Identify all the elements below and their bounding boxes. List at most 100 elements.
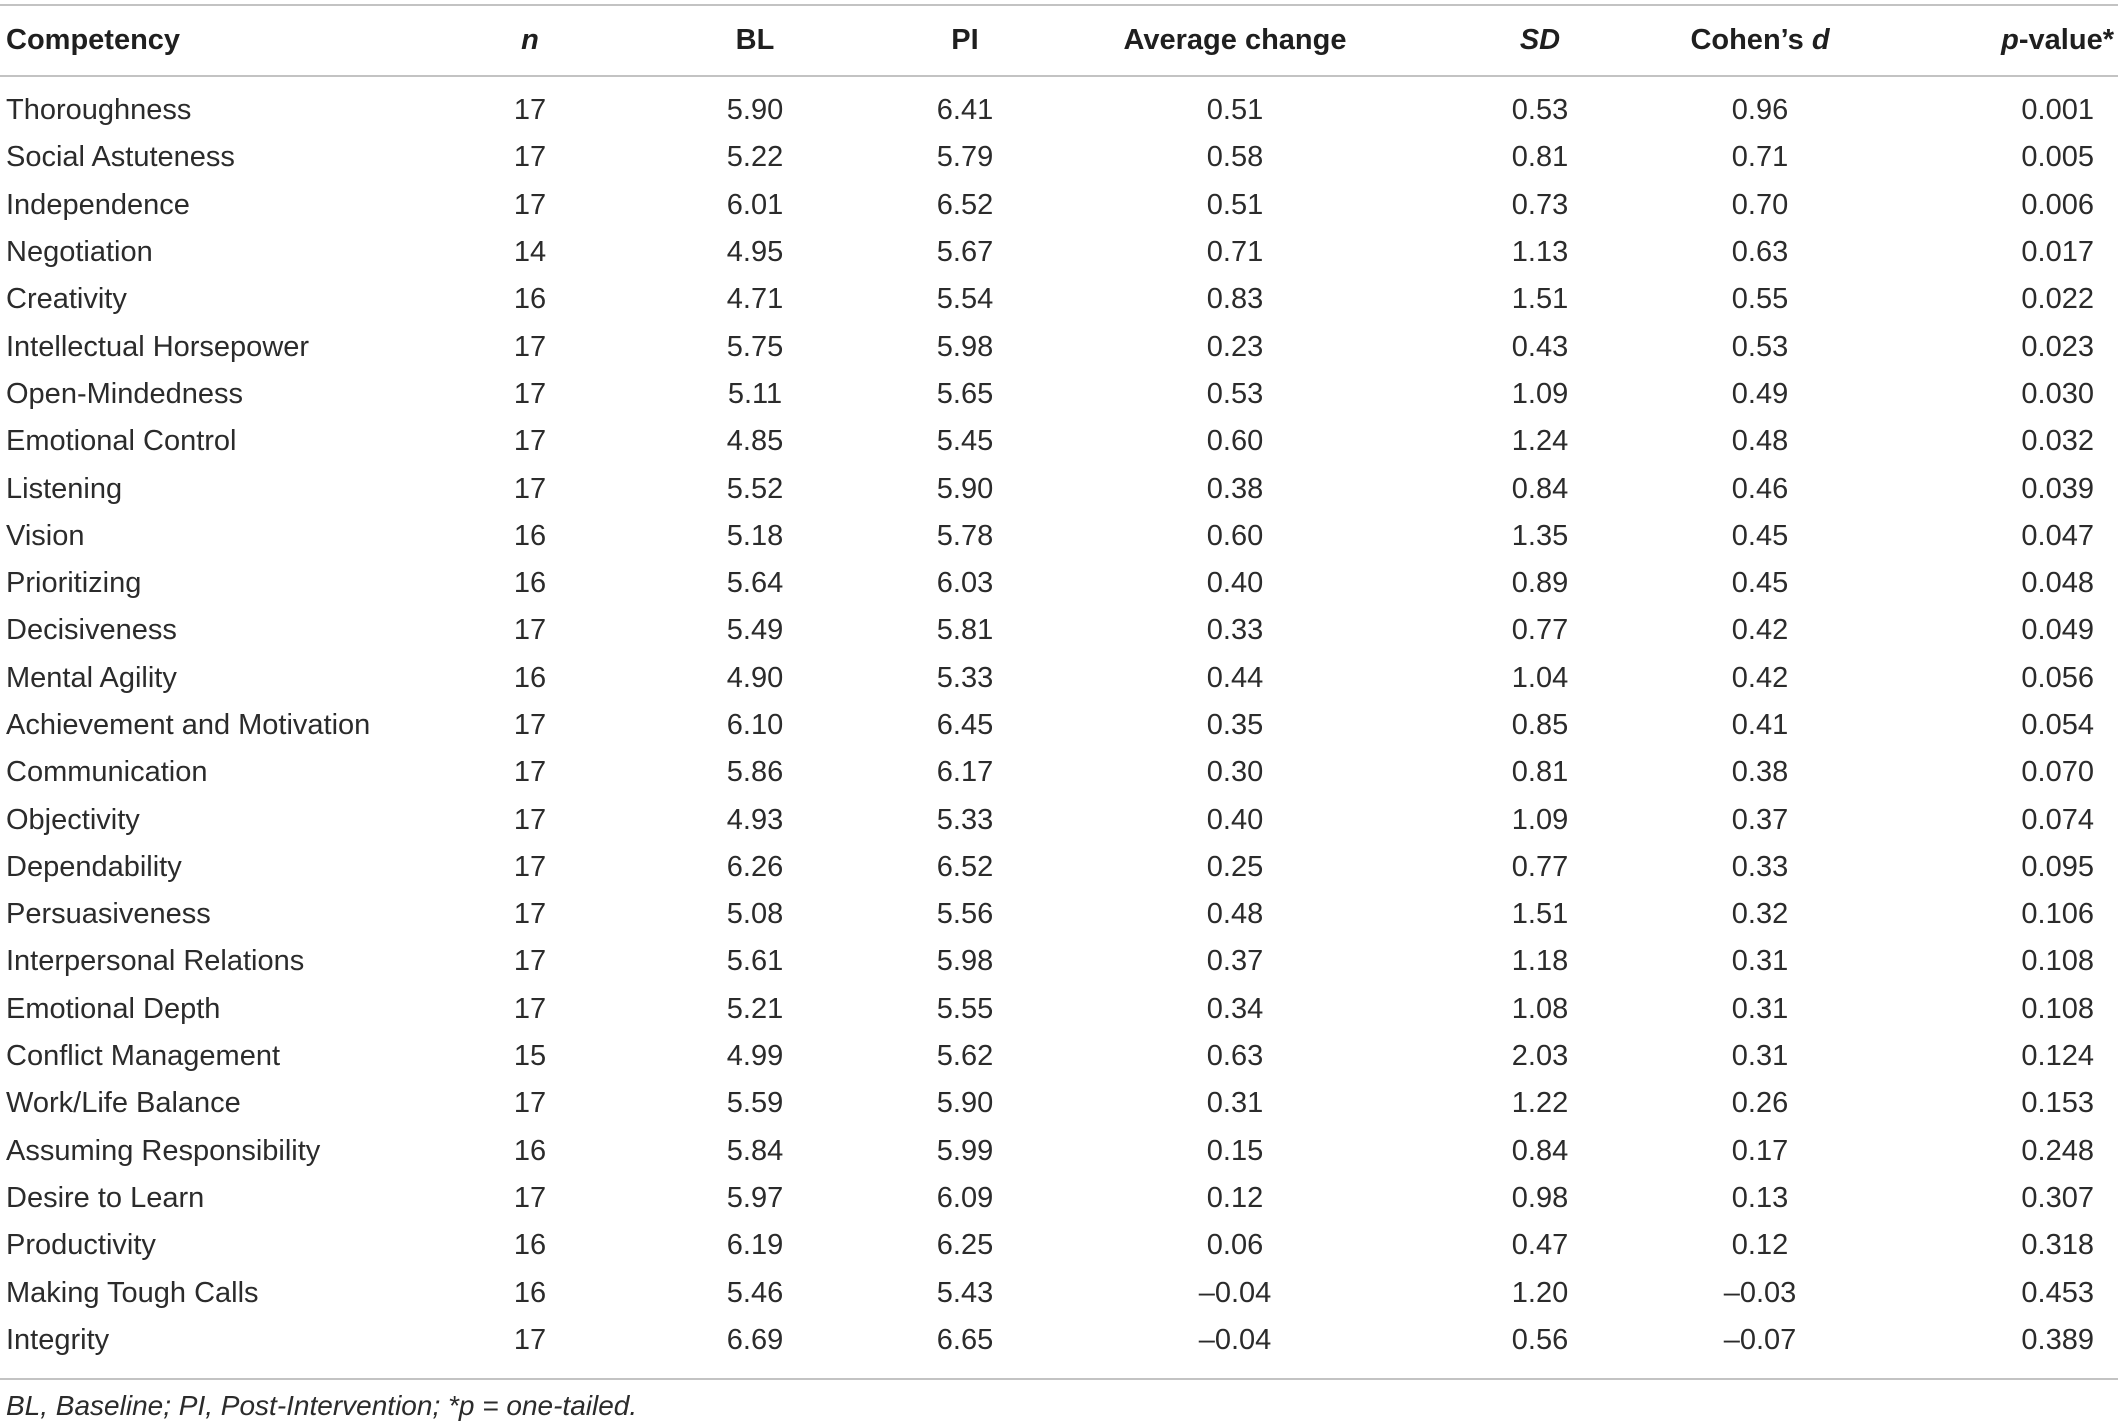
cell-pi: 6.65 [936,1323,994,1356]
cell-sd: 1.04 [1511,661,1569,694]
top-rule [0,4,2118,6]
cell-average-change: 0.63 [1206,1040,1264,1073]
cell-average-change: 0.40 [1206,567,1264,600]
cell-pi: 5.55 [936,992,994,1025]
cell-bl: 5.86 [726,756,784,789]
table-row: Conflict Management 15 4.99 5.62 0.63 2.03 0.3… [0,1033,2118,1080]
cell-n: 16 [513,1276,547,1309]
cell-cohens-d: 0.12 [1731,1229,1789,1262]
cell-sd: 1.09 [1511,803,1569,836]
cell-bl: 4.85 [726,425,784,458]
cell-n: 17 [513,1181,547,1214]
cell-pi: 6.25 [936,1229,994,1262]
cell-n: 17 [513,1087,547,1120]
cell-bl: 6.19 [726,1229,784,1262]
cell-competency: Intellectual Horsepower [6,330,310,363]
cell-competency: Dependability [6,850,182,883]
table-row: Emotional Control 17 4.85 5.45 0.60 1.24 0.48 0… [0,418,2118,465]
cell-sd: 0.56 [1511,1323,1569,1356]
cell-cohens-d: 0.26 [1731,1087,1789,1120]
cell-n: 17 [513,945,547,978]
cell-cohens-d: 0.33 [1731,850,1789,883]
cell-p-value: 0.032 [2021,425,2094,458]
cell-average-change: –0.04 [1198,1276,1272,1309]
cell-bl: 4.71 [726,283,784,316]
cell-sd: 1.08 [1511,992,1569,1025]
cell-cohens-d: 0.42 [1731,614,1789,647]
table-row: Intellectual Horsepower 17 5.75 5.98 0.23 0.4… [0,323,2118,370]
cell-competency: Negotiation [6,236,153,269]
cell-p-value: 0.108 [2021,945,2094,978]
cell-bl: 5.64 [726,567,784,600]
cell-pi: 6.45 [936,709,994,741]
cell-sd: 1.18 [1511,945,1569,978]
cell-competency: Assuming Responsibility [6,1134,321,1167]
table-row: Emotional Depth 17 5.21 5.55 0.34 1.08 0.31 0.1… [0,986,2118,1033]
cell-average-change: 0.25 [1206,850,1264,883]
table-row: Listening 17 5.52 5.90 0.38 0.84 0.46 0.039 [0,465,2118,512]
table-row: Making Tough Calls 16 5.46 5.43 –0.04 1.20 –0.… [0,1269,2118,1316]
cell-n: 17 [513,425,547,458]
cell-n: 17 [513,1323,547,1356]
cell-cohens-d: 0.31 [1731,992,1789,1025]
header-p-label: -value* [2018,24,2114,56]
cell-pi: 6.17 [936,756,994,789]
cell-average-change: 0.12 [1206,1181,1264,1214]
cell-bl: 5.75 [726,330,784,363]
cell-competency: Conflict Management [6,1040,281,1073]
cell-bl: 5.49 [726,614,784,647]
cell-sd: 1.35 [1511,519,1569,552]
cell-sd: 0.98 [1511,1181,1569,1214]
cell-bl: 5.18 [726,519,784,552]
cell-average-change: 0.23 [1206,330,1264,363]
cell-sd: 0.73 [1511,188,1569,221]
cell-n: 17 [513,803,547,836]
cell-average-change: 0.51 [1206,188,1264,221]
cell-n: 17 [513,992,547,1025]
table-body: Thoroughness 17 5.90 6.41 0.51 0.53 0.96 0.001 S… [0,75,2118,1364]
cell-cohens-d: 0.70 [1731,188,1789,221]
cell-sd: 0.77 [1511,850,1569,883]
cell-pi: 5.90 [936,472,994,505]
cell-pi: 5.79 [936,141,994,174]
cell-competency: Integrity [6,1323,110,1356]
cell-cohens-d: 0.41 [1731,709,1789,741]
cell-p-value: 0.124 [2021,1040,2094,1073]
cell-p-value: 0.453 [2021,1276,2094,1309]
cell-bl: 5.97 [726,1181,784,1214]
cell-competency: Vision [6,519,85,552]
cell-p-value: 0.017 [2021,236,2094,269]
cell-sd: 1.51 [1511,283,1569,316]
cell-bl: 5.52 [726,472,784,505]
cell-pi: 6.52 [936,850,994,883]
cell-sd: 1.20 [1511,1276,1569,1309]
cell-competency: Mental Agility [6,661,177,694]
cell-cohens-d: 0.53 [1731,330,1789,363]
cell-sd: 0.85 [1511,709,1569,741]
cell-sd: 0.77 [1511,614,1569,647]
cell-n: 15 [513,1040,547,1073]
competency-table: Competency n BL PI Average change SD Coh… [0,6,2118,1364]
cell-pi: 6.03 [936,567,994,600]
cell-n: 17 [513,614,547,647]
cell-competency: Emotional Depth [6,992,221,1025]
cell-n: 16 [513,1134,547,1167]
cell-bl: 5.22 [726,141,784,174]
cell-sd: 1.09 [1511,377,1569,410]
cell-cohens-d: 0.42 [1731,661,1789,694]
cell-cohens-d: 0.32 [1731,898,1789,931]
cell-competency: Productivity [6,1229,156,1262]
cell-p-value: 0.054 [2021,709,2094,741]
table-row: Interpersonal Relations 17 5.61 5.98 0.37 1.1… [0,938,2118,985]
cell-p-value: 0.106 [2021,898,2094,931]
cell-average-change: 0.33 [1206,614,1264,647]
cell-bl: 5.11 [727,377,783,410]
cell-average-change: 0.30 [1206,756,1264,789]
cell-cohens-d: 0.37 [1731,803,1789,836]
cell-p-value: 0.108 [2021,992,2094,1025]
cell-competency: Listening [6,472,123,505]
cell-pi: 5.99 [936,1134,994,1167]
cell-pi: 5.81 [936,614,994,647]
cell-sd: 1.51 [1511,898,1569,931]
cell-sd: 0.43 [1511,330,1569,363]
